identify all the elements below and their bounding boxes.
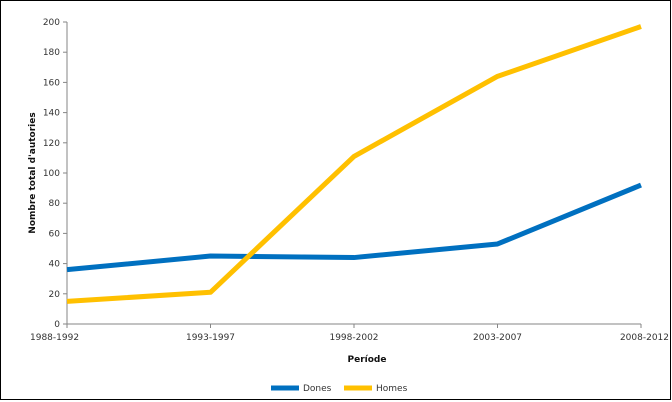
x-tick-label: 2008-2012 bbox=[620, 333, 669, 343]
x-tick-label: 1993-1997 bbox=[186, 333, 235, 343]
y-tick-label: 140 bbox=[43, 109, 60, 119]
y-tick-label: 0 bbox=[54, 320, 60, 330]
legend-label-homes: Homes bbox=[376, 384, 408, 394]
x-axis-title: Període bbox=[348, 355, 387, 365]
series-lines bbox=[66, 24, 642, 304]
y-tick-label: 160 bbox=[43, 78, 60, 88]
y-axis: 0 20 40 60 80 100 120 140 160 180 200 bbox=[43, 18, 68, 330]
y-tick-label: 40 bbox=[49, 260, 61, 270]
series-line-dones bbox=[66, 182, 642, 273]
series-line-homes bbox=[66, 24, 642, 304]
x-tick-label: 2003-2007 bbox=[473, 333, 522, 343]
y-tick-label: 180 bbox=[43, 48, 60, 58]
y-tick-label: 120 bbox=[43, 139, 60, 149]
y-tick-label: 200 bbox=[43, 18, 60, 28]
y-tick-label: 20 bbox=[49, 290, 61, 300]
y-tick-label: 100 bbox=[43, 169, 60, 179]
x-tick-label: 1998-2002 bbox=[329, 333, 378, 343]
legend-label-dones: Dones bbox=[303, 384, 332, 394]
y-tick-label: 80 bbox=[49, 199, 61, 209]
legend: Dones Homes bbox=[271, 384, 408, 394]
y-axis-title: Nombre total d'autories bbox=[28, 112, 38, 233]
x-axis: 1988-1992 1993-1997 1998-2002 2003-2007 2008… bbox=[30, 323, 669, 343]
x-tick-label: 1988-1992 bbox=[30, 333, 79, 343]
y-tick-label: 60 bbox=[49, 229, 61, 239]
